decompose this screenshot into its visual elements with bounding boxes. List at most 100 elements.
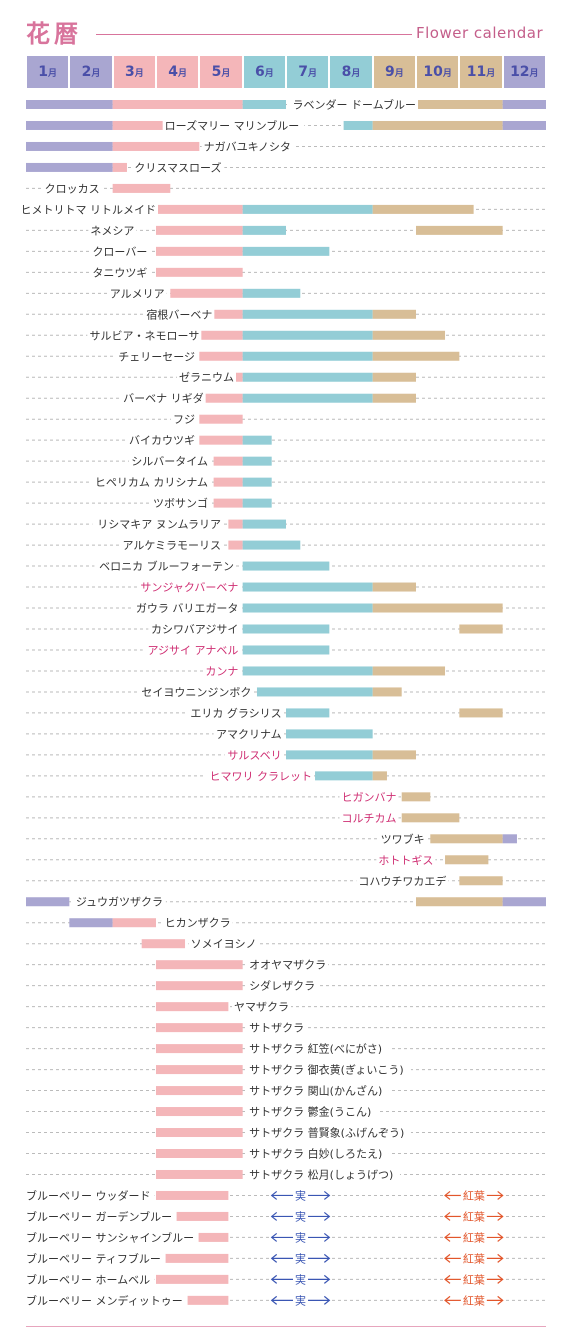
arrow-bg — [443, 1251, 505, 1266]
label-bg — [139, 684, 254, 699]
autumn-leaves-arrow: 紅葉 — [443, 1272, 505, 1287]
arrow-bg — [443, 1272, 505, 1287]
label-bg — [148, 622, 241, 636]
calendar-row: ヒガンバナ — [26, 789, 546, 804]
calendar-row: アルケミラモーリス — [26, 538, 546, 553]
row-label: オオヤマザクラ — [249, 959, 326, 972]
bar-flower — [156, 225, 243, 235]
bar-autumn — [372, 687, 402, 697]
arrow-right-head — [323, 1211, 331, 1221]
label-bg — [162, 915, 233, 930]
label-bg — [42, 181, 102, 196]
row-label: ネメシア — [90, 224, 134, 237]
bar-flower — [112, 162, 127, 172]
calendar-row: ラベンダー ドームブルー — [26, 97, 546, 112]
bar-autumn — [372, 120, 503, 130]
label-bg — [247, 1041, 389, 1056]
bar-winter — [26, 897, 70, 907]
row-label: アジサイ アナベル — [147, 644, 238, 657]
row-label: ブルーベリー ティフブルー — [26, 1251, 161, 1265]
arrow-left-head — [270, 1274, 278, 1284]
bar-summer — [242, 624, 330, 634]
arrow-bg — [269, 1230, 332, 1245]
bar-summer — [242, 246, 330, 256]
row-label: ジュウガツザクラ — [76, 896, 163, 909]
calendar-row: サトザクラ 御衣黄(ぎょいこう) — [26, 1062, 546, 1077]
calendar-row: 宿根バーベナ — [26, 307, 546, 322]
calendar-row: サトザクラ 関山(かんざん) — [26, 1083, 546, 1098]
row-label: クローバー — [92, 245, 147, 258]
bar-flower — [156, 1023, 243, 1033]
label-bg — [287, 97, 418, 112]
calendar-row: ローズマリー マリンブルー — [26, 118, 546, 133]
label-bg — [247, 1062, 411, 1077]
row-label: ツボサンゴ — [153, 496, 208, 510]
bar-summer — [343, 120, 373, 130]
month-8: 8月 — [330, 56, 372, 88]
label-bg — [356, 873, 449, 888]
arrow-left-head — [444, 1295, 451, 1305]
row-label: ブルーベリー ガーデンブルー — [26, 1209, 172, 1223]
row-label: サンジャクバーベナ — [140, 581, 238, 594]
row-label: サトザクラ 松月(しょうげつ) — [249, 1167, 393, 1181]
bar-flower — [228, 540, 243, 550]
label-bg — [186, 705, 284, 720]
bar-flower — [213, 477, 243, 487]
bar-flower — [141, 939, 186, 949]
footer-rule — [26, 1326, 546, 1327]
calendar-row: サトザクラ 紅笠(べにがさ) — [26, 1041, 546, 1056]
calendar-row: サトザクラ 松月(しょうげつ) — [26, 1167, 546, 1182]
label-bg — [203, 663, 241, 678]
label-bg — [116, 349, 197, 364]
calendar-row: サトザクラ — [26, 1020, 546, 1035]
row-label: サトザクラ 普賢象(ふげんぞう) — [249, 1126, 404, 1140]
bar-autumn — [372, 372, 416, 382]
bar-flower — [156, 267, 243, 277]
calendar-row: サルスベリ — [26, 747, 546, 762]
calendar-row: サンジャクバーベナ — [26, 580, 546, 595]
bar-winter — [502, 120, 546, 130]
row-label: ホトトギス — [378, 854, 433, 867]
label-bg — [119, 391, 206, 406]
label-bg — [247, 1104, 378, 1119]
row-label: ヒガンバナ — [342, 791, 397, 804]
calendar-row: チェリーセージ — [26, 349, 546, 364]
row-label: 宿根バーベナ — [146, 307, 212, 321]
row-label: クリスマスローズ — [134, 160, 221, 174]
label-bg — [92, 517, 224, 532]
bar-summer — [242, 561, 330, 571]
calendar-row: ベロニカ ブルーフォーテン — [26, 559, 546, 574]
bar-winter — [26, 162, 113, 172]
row-label: カンナ — [205, 665, 238, 678]
arrow-right-head — [497, 1232, 504, 1242]
bar-flower — [199, 393, 243, 403]
bar-winter — [26, 100, 113, 109]
bar-summer — [242, 225, 286, 235]
month-header: 1月 2月 3月 4月 5月 6月 7月 8月 9月 10月 11月 12月 — [26, 56, 546, 88]
bar-summer — [256, 687, 373, 697]
label-bg — [132, 160, 225, 175]
bar-summer — [242, 540, 301, 550]
bar-summer — [242, 330, 373, 340]
calendar-row: ブルーベリー ガーデンブルー 実 紅葉 — [24, 1209, 546, 1224]
bar-summer — [286, 708, 330, 718]
arrow-bg — [443, 1293, 505, 1308]
label-bg — [131, 601, 241, 616]
bar-flower — [156, 1065, 243, 1075]
bar-autumn — [430, 834, 503, 844]
arrow-bg — [443, 1188, 505, 1203]
calendar-row: ヒカンザクラ — [26, 915, 546, 930]
page-title: 花暦 — [26, 19, 82, 48]
calendar-row: オオヤマザクラ — [26, 957, 546, 972]
row-label: ツワブキ — [381, 832, 425, 846]
arrow-label: 紅葉 — [463, 1293, 485, 1307]
arrow-label: 実 — [295, 1230, 306, 1244]
bar-flower — [156, 1086, 243, 1096]
arrow-right-head — [497, 1274, 504, 1284]
calendar-row: ネメシア — [26, 223, 546, 238]
row-label: タニウツギ — [92, 266, 147, 279]
bar-autumn — [401, 792, 431, 802]
label-bg — [247, 957, 329, 972]
bar-autumn — [372, 309, 416, 319]
bar-flower — [156, 1190, 229, 1200]
